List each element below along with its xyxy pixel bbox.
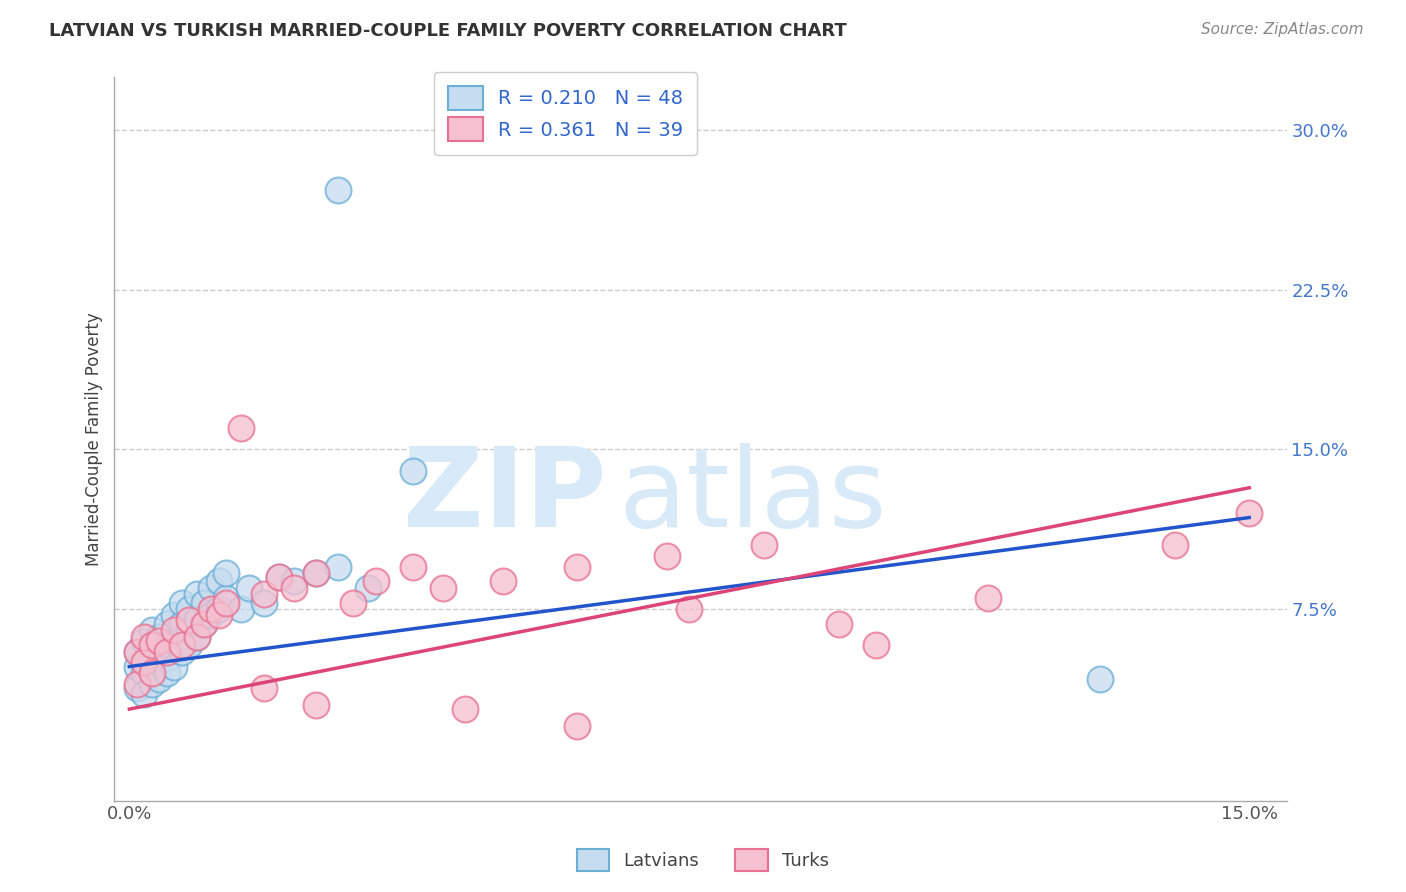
Point [567, 559, 589, 574]
Point [156, 645, 179, 659]
Point [125, 645, 148, 659]
Point [163, 624, 186, 638]
Point [141, 638, 163, 652]
Text: LATVIAN VS TURKISH MARRIED-COUPLE FAMILY POVERTY CORRELATION CHART: LATVIAN VS TURKISH MARRIED-COUPLE FAMILY… [49, 22, 846, 40]
Point [752, 538, 775, 552]
Point [253, 681, 276, 695]
Point [177, 624, 200, 638]
Point [141, 665, 163, 680]
Point [215, 596, 238, 610]
Point [134, 630, 156, 644]
Point [170, 645, 193, 659]
Text: atlas: atlas [619, 443, 887, 550]
Point [177, 638, 200, 652]
Point [328, 559, 350, 574]
Point [231, 421, 253, 435]
Point [305, 566, 328, 580]
Point [253, 587, 276, 601]
Point [134, 665, 156, 680]
Point [156, 651, 179, 665]
Point [148, 634, 170, 648]
Point [208, 574, 231, 589]
Point [253, 596, 276, 610]
Point [342, 596, 364, 610]
Point [148, 673, 170, 687]
Point [357, 581, 380, 595]
Point [200, 602, 222, 616]
Point [454, 702, 477, 716]
Point [134, 634, 156, 648]
Legend: R = 0.210   N = 48, R = 0.361   N = 39: R = 0.210 N = 48, R = 0.361 N = 39 [434, 72, 697, 154]
Point [678, 602, 700, 616]
Point [215, 566, 238, 580]
Point [134, 655, 156, 669]
Point [193, 617, 215, 632]
Point [156, 617, 179, 632]
Point [193, 596, 215, 610]
Point [215, 591, 238, 606]
Point [977, 591, 1000, 606]
Point [328, 183, 350, 197]
Point [402, 464, 425, 478]
Text: ZIP: ZIP [404, 443, 607, 550]
Point [125, 659, 148, 673]
Point [125, 676, 148, 690]
Point [200, 608, 222, 623]
Point [156, 638, 179, 652]
Point [170, 596, 193, 610]
Point [1163, 538, 1185, 552]
Point [865, 638, 887, 652]
Text: Source: ZipAtlas.com: Source: ZipAtlas.com [1201, 22, 1364, 37]
Point [141, 676, 163, 690]
Point [267, 570, 290, 584]
Point [208, 608, 231, 623]
Point [141, 624, 163, 638]
Point [125, 681, 148, 695]
Point [163, 634, 186, 648]
Point [305, 698, 328, 712]
Point [163, 659, 186, 673]
Point [156, 665, 179, 680]
Legend: Latvians, Turks: Latvians, Turks [569, 842, 837, 879]
Point [141, 655, 163, 669]
Point [827, 617, 849, 632]
Point [148, 630, 170, 644]
Point [125, 645, 148, 659]
Y-axis label: Married-Couple Family Poverty: Married-Couple Family Poverty [86, 312, 103, 566]
Point [170, 617, 193, 632]
Point [231, 602, 253, 616]
Point [402, 559, 425, 574]
Point [186, 587, 208, 601]
Point [177, 613, 200, 627]
Point [141, 638, 163, 652]
Point [492, 574, 515, 589]
Point [238, 581, 260, 595]
Point [177, 602, 200, 616]
Point [567, 719, 589, 733]
Point [163, 608, 186, 623]
Point [148, 645, 170, 659]
Point [364, 574, 387, 589]
Point [432, 581, 454, 595]
Point [283, 581, 305, 595]
Point [267, 570, 290, 584]
Point [208, 602, 231, 616]
Point [1239, 506, 1261, 520]
Point [186, 630, 208, 644]
Point [655, 549, 678, 563]
Point [305, 566, 328, 580]
Point [200, 581, 222, 595]
Point [170, 638, 193, 652]
Point [134, 687, 156, 701]
Point [1088, 673, 1111, 687]
Point [193, 617, 215, 632]
Point [186, 630, 208, 644]
Point [186, 613, 208, 627]
Point [283, 574, 305, 589]
